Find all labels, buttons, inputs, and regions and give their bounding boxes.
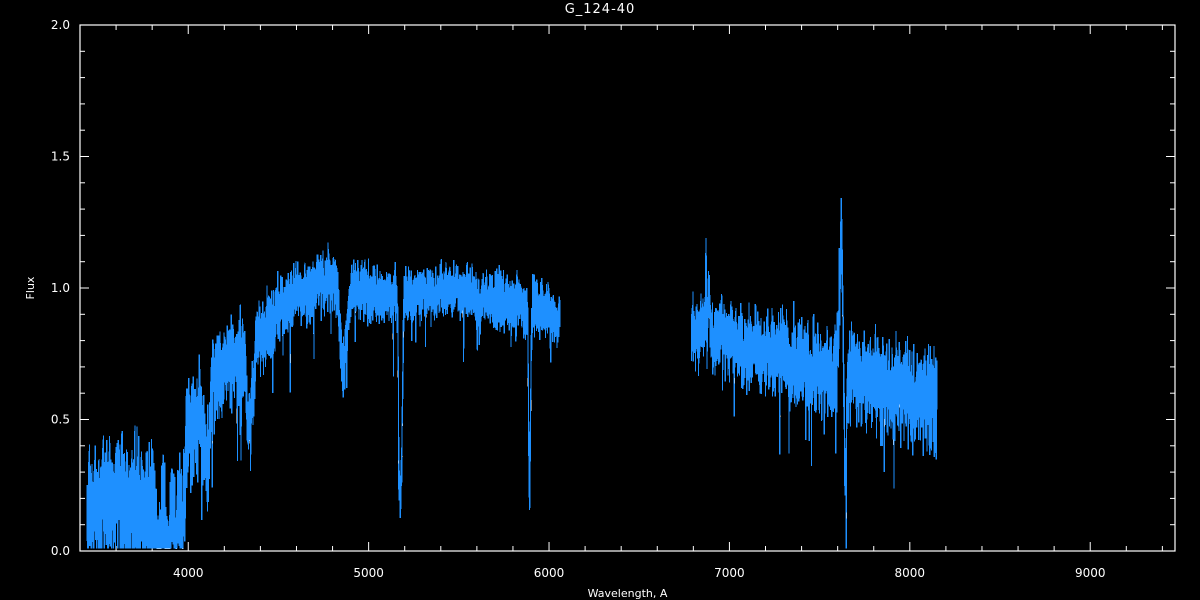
- y-tick-label: 0.0: [51, 544, 70, 558]
- y-tick-label: 2.0: [51, 18, 70, 32]
- y-tick-label: 1.5: [51, 150, 70, 164]
- x-tick-label: 9000: [1075, 566, 1106, 580]
- spectrum-series-blue-arm: [86, 242, 561, 549]
- y-tick-label: 1.0: [51, 281, 70, 295]
- x-tick-label: 7000: [714, 566, 745, 580]
- spectrum-trace: [86, 242, 561, 549]
- y-axis-label: Flux: [24, 276, 37, 299]
- spectrum-series-red-arm: [690, 197, 938, 549]
- x-tick-label: 4000: [173, 566, 204, 580]
- x-tick-label: 5000: [353, 566, 384, 580]
- page-title: G_124-40: [564, 2, 636, 17]
- x-axis-label: Wavelength, A: [588, 587, 668, 600]
- x-tick-label: 6000: [534, 566, 565, 580]
- plot-frame: [79, 24, 1176, 552]
- x-tick-label: 8000: [895, 566, 926, 580]
- spectrum-trace: [690, 197, 938, 519]
- y-tick-label: 0.5: [51, 413, 70, 427]
